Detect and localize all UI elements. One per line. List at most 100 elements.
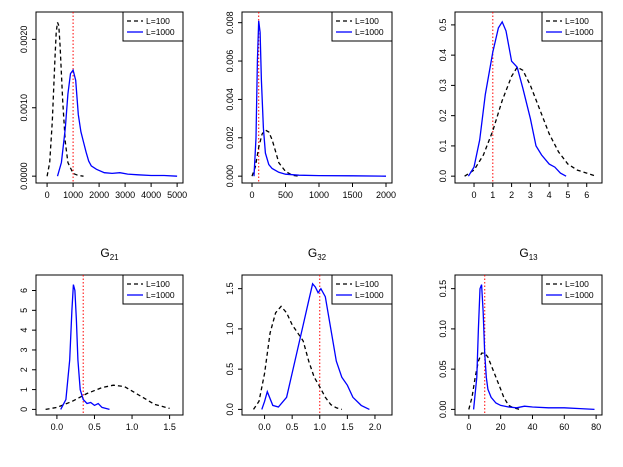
y-tick-label: 0.0 [438,170,448,183]
x-tick-label: 5000 [167,190,187,200]
x-tick-label: 1000 [63,190,83,200]
legend-label: L=1000 [565,290,594,300]
x-tick-label: 5 [565,190,570,200]
y-tick-label: 0.2 [438,109,448,122]
x-tick-label: 1.5 [163,422,176,432]
y-tick-label: 0 [19,407,29,412]
x-tick-label: 4 [547,190,552,200]
x-tick-label: 0.0 [258,422,271,432]
panel-title: G32 [308,246,327,262]
plot-frame [454,274,603,416]
x-tick-label: 3000 [115,190,135,200]
series-line-l100 [46,22,84,177]
x-tick-label: 0 [466,422,471,432]
legend-box [541,11,603,42]
x-tick-label: 1500 [342,190,362,200]
x-tick-label: 60 [559,422,569,432]
panel-5: G32 0.0 0.5 1.0 1.5 2.0 0.0 0.5 1.0 1.5 L=100L=100… [225,246,393,432]
panel-2: β205001000150020000.0000.0020.0040.0060.… [225,11,396,200]
title-base: G [100,246,109,260]
x-tick-label: 1 [490,190,495,200]
series-line-l100 [464,66,597,177]
x-tick-label: 1.0 [314,422,327,432]
y-tick-label: 0.4 [438,49,448,62]
y-tick-label: 3 [19,347,29,352]
legend-box [541,274,603,305]
series-line-l100 [251,129,299,177]
x-tick-label: 1000 [309,190,329,200]
legend-label: L=100 [355,279,379,289]
panel-title: G21 [100,246,119,262]
legend-label: L=100 [146,279,170,289]
series-line-l1000 [261,282,370,410]
y-tick-label: 0.0020 [19,26,29,54]
y-tick-label: 0.004 [225,88,235,111]
legend-label: L=100 [355,16,379,26]
title-base: G [308,246,317,260]
panel-title: G13 [519,246,538,262]
x-tick-label: 0.5 [88,422,101,432]
y-tick-label: 0.0 [225,403,235,416]
x-tick-label: 3 [528,190,533,200]
y-tick-label: 0.0010 [19,94,29,122]
series-line-l100 [468,352,520,411]
y-tick-label: 0.05 [438,360,448,378]
plot-frame [35,11,184,184]
y-tick-label: 0.008 [225,11,235,34]
legend-label: L=1000 [355,27,384,37]
y-tick-label: 0.002 [225,127,235,150]
x-tick-label: 2000 [89,190,109,200]
series-line-l1000 [253,20,387,177]
x-tick-label: 40 [527,422,537,432]
plot-frame [35,274,184,416]
x-tick-label: 80 [591,422,601,432]
panel-1: β10100020003000400050000.00000.00100.002… [19,11,187,200]
legend-label: L=1000 [565,27,594,37]
series-line-l1000 [472,284,595,411]
y-tick-label: 4 [19,328,29,333]
x-tick-label: 500 [278,190,293,200]
legend-label: L=1000 [146,290,175,300]
y-tick-label: 0.000 [225,165,235,188]
x-tick-label: 0 [250,190,255,200]
y-tick-label: 0.006 [225,50,235,73]
x-tick-label: 0.0 [51,422,64,432]
x-tick-label: 0 [45,190,50,200]
legend-box [122,274,184,305]
y-tick-label: 0.10 [438,320,448,338]
series-line-l100 [252,305,342,411]
legend-label: L=100 [565,279,589,289]
x-tick-label: 4000 [141,190,161,200]
y-tick-label: 6 [19,288,29,293]
title-subscript: 21 [110,253,119,262]
title-subscript: 32 [317,253,326,262]
series-line-l1000 [467,20,567,177]
plot-frame [241,274,393,416]
x-tick-label: 20 [496,422,506,432]
y-tick-label: 5 [19,308,29,313]
y-tick-label: 2 [19,367,29,372]
y-tick-label: 1.0 [225,323,235,336]
series-line-l1000 [56,68,178,177]
y-tick-label: 0.5 [438,19,448,32]
y-tick-label: 1 [19,387,29,392]
x-tick-label: 0 [472,190,477,200]
x-tick-label: 1.5 [341,422,354,432]
legend-label: L=1000 [146,27,175,37]
legend-box [331,274,393,305]
legend-label: L=100 [565,16,589,26]
y-tick-label: 0.1 [438,140,448,153]
series-line-l1000 [60,284,110,411]
y-tick-label: 0.5 [225,363,235,376]
legend-box [122,11,184,42]
x-tick-label: 0.5 [286,422,299,432]
legend-box [331,11,393,42]
y-tick-label: 0.00 [438,401,448,419]
y-tick-label: 0.15 [438,280,448,298]
x-tick-label: 2.0 [369,422,382,432]
plot-frame [454,11,603,184]
series-line-l100 [45,384,170,411]
